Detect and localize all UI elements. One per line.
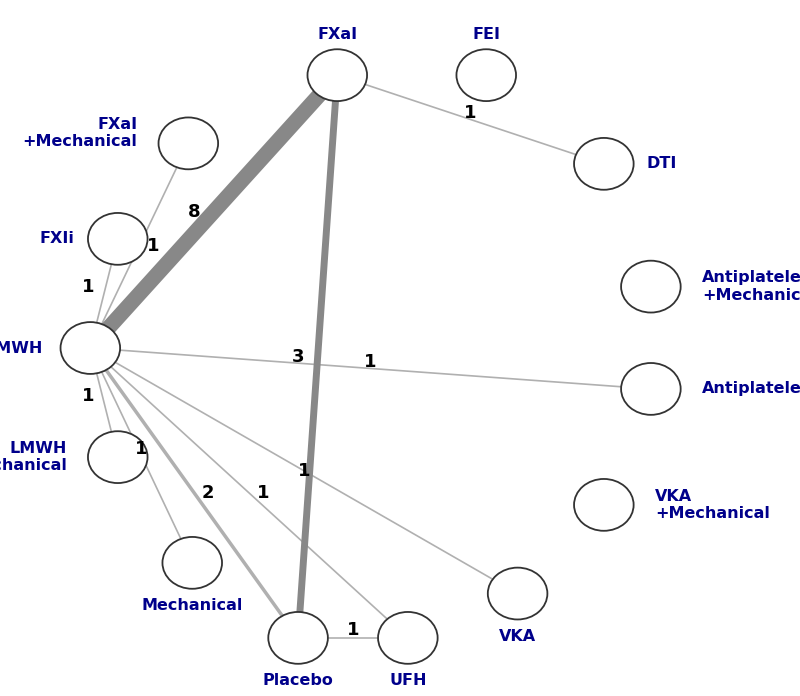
Circle shape [61,322,120,374]
Circle shape [574,138,634,190]
Text: 1: 1 [364,353,377,371]
Text: LMWH: LMWH [0,340,43,356]
Text: 1: 1 [82,387,94,405]
Text: DTI: DTI [647,157,678,171]
Text: Placebo: Placebo [262,673,334,688]
Text: 2: 2 [202,484,214,502]
Text: 1: 1 [82,278,94,296]
Text: 1: 1 [346,621,359,639]
Text: 3: 3 [292,347,304,365]
Circle shape [162,537,222,589]
Circle shape [88,213,147,264]
Text: VKA
+Mechanical: VKA +Mechanical [654,489,770,521]
Text: 8: 8 [188,203,201,221]
Text: FEI: FEI [472,27,500,42]
Text: UFH: UFH [389,673,426,688]
Text: Antiplatelet: Antiplatelet [702,381,800,397]
Circle shape [488,568,547,619]
Circle shape [307,49,367,101]
Circle shape [268,612,328,664]
Circle shape [574,479,634,531]
Circle shape [621,261,681,313]
Text: FXIi: FXIi [40,231,74,246]
Text: FXaI: FXaI [318,27,358,42]
Text: FXaI
+Mechanical: FXaI +Mechanical [22,117,138,150]
Text: 1: 1 [298,461,310,480]
Text: VKA: VKA [499,629,536,644]
Text: 1: 1 [464,104,477,122]
Text: LMWH
+Mechanical: LMWH +Mechanical [0,441,67,473]
Circle shape [378,612,438,664]
Circle shape [88,432,147,483]
Circle shape [621,363,681,415]
Text: Antiplatelet
+Mechanical: Antiplatelet +Mechanical [702,271,800,303]
Text: Mechanical: Mechanical [142,599,243,613]
Text: 1: 1 [135,440,147,457]
Circle shape [158,118,218,169]
Circle shape [457,49,516,101]
Text: 1: 1 [147,237,160,255]
Text: 1: 1 [257,484,270,502]
